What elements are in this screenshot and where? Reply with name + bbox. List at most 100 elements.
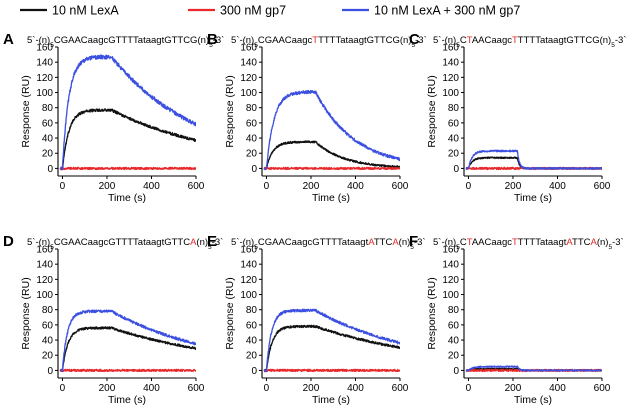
traces (263, 89, 400, 171)
x-axis-label: Time (s) (108, 192, 146, 204)
trace-300-nm-gp7 (263, 368, 400, 373)
sequence-mutation: T (467, 35, 473, 46)
x-axis-label: Time (s) (312, 394, 350, 406)
sequence-segment: CGAACaagcGTTTTataagtGTTCG(n) (54, 35, 209, 46)
x-tick-label: 0 (60, 383, 66, 394)
x-tick-label: 200 (505, 383, 522, 394)
sequence-subscript: 5 (611, 42, 615, 49)
sequence-title: 5`-(n)5CGAACaagcGTTTTataagtGTTCA(n)5-3` (27, 237, 223, 251)
sequence-subscript: 5 (456, 244, 460, 251)
legend-label: 300 nM gp7 (220, 4, 286, 18)
panel-a: A 5`-(n)5CGAACaagcGTTTTataagtGTTCG(n)5-3`… (3, 31, 224, 204)
panel-label: B (207, 31, 218, 48)
sequence-mutation: A (190, 237, 197, 248)
x-tick-label: 0 (264, 181, 270, 192)
sequence-segment: (n) (196, 237, 208, 248)
panels: A 5`-(n)5CGAACaagcGTTTTataagtGTTCG(n)5-3`… (3, 31, 626, 406)
trace-300-nm-gp7 (59, 166, 196, 171)
x-axis-label: Time (s) (514, 394, 552, 406)
sequence-segment: -3` (213, 35, 225, 46)
x-axis-label: Time (s) (312, 192, 350, 204)
trace-10-nm-lexa-300-nm-gp7 (59, 309, 196, 372)
y-tick-label: 140 (36, 58, 53, 69)
y-tick-label: 160 (442, 43, 459, 54)
traces (59, 54, 196, 171)
sequence-segment: 5`-(n) (433, 237, 456, 248)
panel-label: E (207, 233, 217, 250)
y-tick-label: 80 (42, 103, 54, 114)
sequence-segment: (n) (597, 237, 609, 248)
y-tick-label: 20 (246, 149, 258, 160)
sequence-subscript: 5 (254, 42, 258, 49)
sequence-mutation: A (590, 237, 597, 248)
y-tick-label: 60 (42, 118, 54, 129)
sequence-segment: -3` (615, 35, 627, 46)
x-tick-label: 600 (392, 181, 409, 192)
x-tick-label: 400 (549, 181, 566, 192)
trace-10-nm-lexa (59, 108, 196, 171)
x-tick-label: 600 (188, 181, 205, 192)
sequence-subscript: 5 (410, 244, 414, 251)
x-axis-label: Time (s) (108, 394, 146, 406)
trace-10-nm-lexa (263, 140, 400, 170)
sequence-mutation: T (312, 35, 318, 46)
sequence-mutation: A (368, 237, 375, 248)
panel-label: F (409, 233, 418, 250)
sequence-segment: CGAACaagcGTTTTataagt (258, 237, 369, 248)
sequence-subscript: 5 (208, 244, 212, 251)
trace-300-nm-gp7 (59, 368, 196, 373)
y-tick-label: 100 (240, 88, 257, 99)
y-tick-label: 100 (442, 88, 459, 99)
x-tick-label: 600 (594, 383, 611, 394)
sequence-mutation: T (512, 35, 518, 46)
x-tick-label: 200 (99, 181, 116, 192)
x-tick-label: 600 (188, 383, 205, 394)
x-axis-label: Time (s) (514, 192, 552, 204)
y-tick-label: 60 (448, 118, 460, 129)
y-tick-label: 0 (47, 164, 53, 175)
sequence-segment: -3` (415, 35, 427, 46)
y-tick-label: 160 (36, 245, 53, 256)
y-tick-label: 20 (448, 351, 460, 362)
panel-d: D 5`-(n)5CGAACaagcGTTTTataagtGTTCA(n)5-3`… (3, 233, 223, 406)
sequence-segment: TTTTataagtGTTCG(n) (318, 35, 411, 46)
y-tick-label: 140 (240, 260, 257, 271)
y-tick-label: 80 (448, 305, 460, 316)
legend: 10 nM LexA 300 nM gp7 10 nM LexA + 300 nM … (20, 4, 520, 18)
sequence-segment: 5`-(n) (27, 237, 50, 248)
sequence-mutation: T (512, 237, 518, 248)
y-axis-label: Response (RU) (20, 277, 32, 349)
sequence-segment: -3` (414, 237, 426, 248)
sequence-segment: 5`-(n) (27, 35, 50, 46)
y-tick-label: 40 (42, 336, 54, 347)
y-tick-label: 0 (47, 366, 53, 377)
sequence-segment: C (460, 35, 467, 46)
y-axis-label: Response (RU) (426, 75, 438, 147)
x-tick-label: 400 (347, 383, 364, 394)
panel-label: A (3, 31, 14, 48)
traces (465, 149, 602, 171)
y-tick-label: 100 (442, 290, 459, 301)
panel-c: C 5`-(n)5CTAACaagcTTTTTataagtGTTCG(n)5-3`… (409, 31, 626, 204)
sequence-subscript: 5 (50, 42, 54, 49)
y-tick-label: 80 (448, 103, 460, 114)
panel-f: F 5`-(n)5CTAACaagcTTTTTataagtATTCA(n)5-3`… (409, 233, 624, 406)
y-tick-label: 0 (251, 366, 257, 377)
y-tick-label: 60 (42, 320, 54, 331)
sequence-segment: -3` (612, 237, 624, 248)
panel-b: B 5`-(n)5CGAACaagcTTTTTataagtGTTCG(n)5-3`… (207, 31, 427, 204)
trace-10-nm-lexa-300-nm-gp7 (59, 54, 196, 171)
x-tick-label: 400 (347, 181, 364, 192)
y-tick-label: 60 (246, 320, 258, 331)
y-tick-label: 160 (36, 43, 53, 54)
y-tick-label: 20 (246, 351, 258, 362)
sequence-segment: 5`-(n) (231, 237, 254, 248)
sequence-subscript: 5 (412, 42, 416, 49)
y-tick-label: 140 (240, 58, 257, 69)
y-tick-label: 80 (42, 305, 54, 316)
y-tick-label: 20 (42, 149, 54, 160)
y-tick-label: 100 (36, 88, 53, 99)
sequence-title: 5`-(n)5CTAACaagcTTTTTataagtGTTCG(n)5-3` (433, 35, 626, 49)
x-tick-label: 0 (466, 383, 472, 394)
